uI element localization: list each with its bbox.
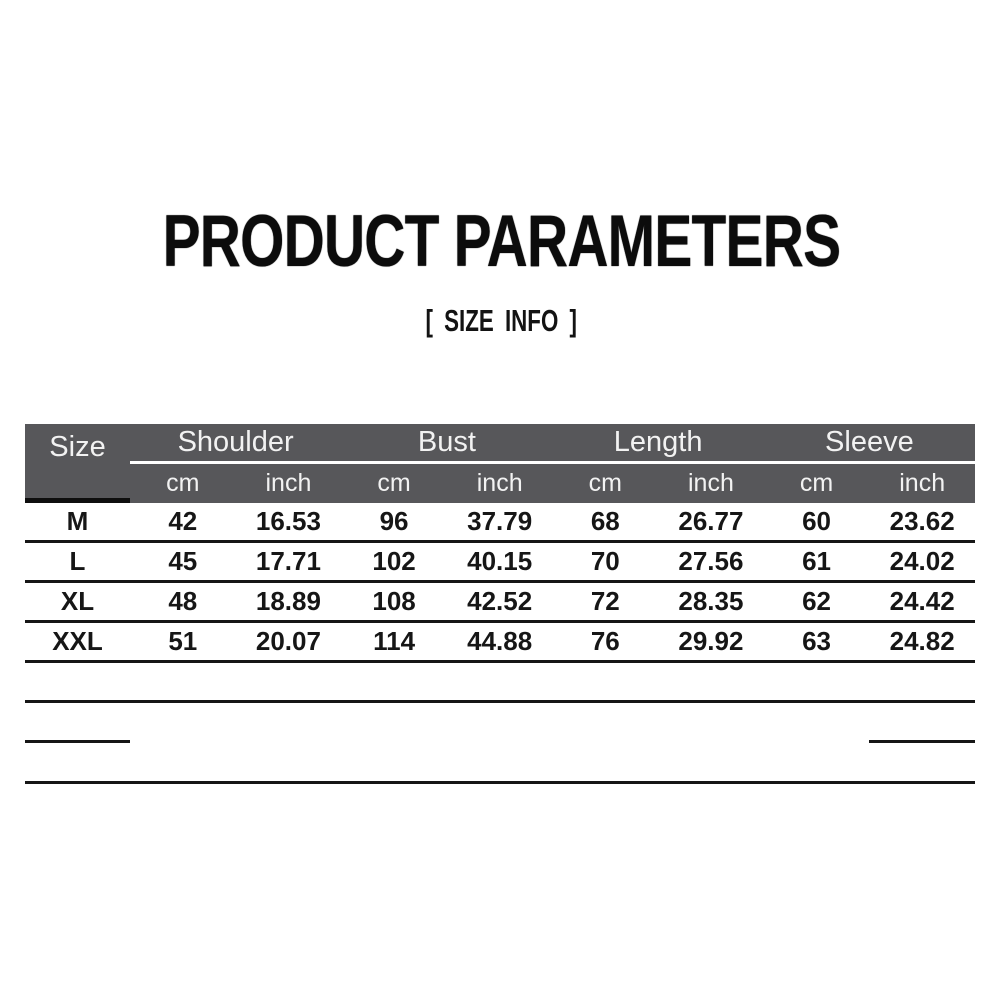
table-cell: 28.35 <box>678 586 744 616</box>
table-cell: 18.89 <box>255 586 321 616</box>
table-cell: 24.42 <box>889 586 955 616</box>
empty-row <box>25 743 975 784</box>
size-label: M <box>66 506 89 536</box>
empty-row-end-segments <box>25 703 975 743</box>
size-row-l: L 45 17.71 102 40.15 70 27.56 61 24.02 <box>25 543 975 583</box>
unit-header-bust-cm: cm <box>377 469 411 497</box>
unit-header-length-cm: cm <box>588 469 622 497</box>
table-cell: 40.15 <box>467 546 533 576</box>
unit-header-length-inch: inch <box>688 469 734 497</box>
table-cell: 20.07 <box>255 626 321 656</box>
table-cell: 102 <box>372 546 416 576</box>
table-cell: 108 <box>372 586 416 616</box>
header-size-label: Size <box>25 424 130 503</box>
size-info-subtitle: [ SIZE INFO ] <box>425 303 577 338</box>
table-cell: 26.77 <box>678 506 744 536</box>
group-header-sleeve: Sleeve <box>825 426 914 458</box>
unit-header-sleeve-cm: cm <box>799 469 834 497</box>
size-table-header: Size Shoulder Bust Length Sleeve cm inch… <box>25 424 975 503</box>
table-cell: 29.92 <box>678 626 744 656</box>
table-cell: 68 <box>590 506 620 536</box>
unit-header-shoulder-cm: cm <box>166 469 200 497</box>
header-divider-line <box>130 461 975 464</box>
table-cell: 48 <box>168 586 198 616</box>
table-cell: 60 <box>802 506 832 536</box>
table-cell: 45 <box>168 546 198 576</box>
size-label: XL <box>60 586 95 616</box>
subtitle-row: [ SIZE INFO ] <box>0 303 1002 339</box>
group-header-length: Length <box>613 426 703 458</box>
unit-header-shoulder-inch: inch <box>265 469 312 497</box>
table-cell: 76 <box>590 626 620 656</box>
table-cell: 16.53 <box>255 506 321 536</box>
page-title: PRODUCT PARAMETERS <box>162 201 840 282</box>
left-line-segment <box>25 703 130 743</box>
size-row-m: M 42 16.53 96 37.79 68 26.77 60 23.62 <box>25 503 975 543</box>
table-cell: 72 <box>590 586 620 616</box>
table-cell: 24.82 <box>889 626 955 656</box>
table-cell: 62 <box>802 586 832 616</box>
table-cell: 27.56 <box>678 546 744 576</box>
right-line-segment <box>869 703 975 743</box>
table-cell: 42.52 <box>467 586 533 616</box>
table-cell: 24.02 <box>889 546 955 576</box>
unit-header-bust-inch: inch <box>476 469 523 497</box>
size-table: Size Shoulder Bust Length Sleeve cm inch… <box>25 424 975 784</box>
table-cell: 70 <box>590 546 620 576</box>
size-label: XXL <box>52 626 103 656</box>
table-cell: 44.88 <box>467 626 533 656</box>
table-cell: 96 <box>379 506 409 536</box>
table-cell: 23.62 <box>889 506 955 536</box>
group-header-bust: Bust <box>417 426 476 458</box>
table-cell: 37.79 <box>467 506 533 536</box>
size-row-xxl: XXL 51 20.07 114 44.88 76 29.92 63 24.82 <box>25 623 975 663</box>
group-header-shoulder: Shoulder <box>177 426 294 458</box>
empty-row <box>25 663 975 703</box>
table-cell: 51 <box>168 626 198 656</box>
table-cell: 63 <box>802 626 832 656</box>
page-title-row: PRODUCT PARAMETERS <box>0 200 1002 283</box>
size-label: L <box>69 546 86 576</box>
table-cell: 61 <box>802 546 832 576</box>
size-row-xl: XL 48 18.89 108 42.52 72 28.35 62 24.42 <box>25 583 975 623</box>
table-cell: 17.71 <box>255 546 321 576</box>
unit-header-sleeve-inch: inch <box>899 469 946 497</box>
table-cell: 42 <box>168 506 198 536</box>
table-cell: 114 <box>373 626 416 656</box>
